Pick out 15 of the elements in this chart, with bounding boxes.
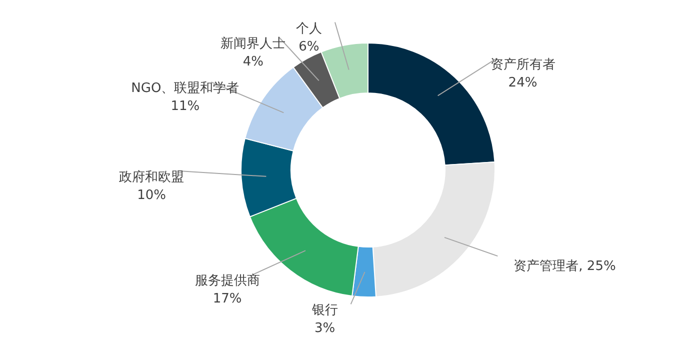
- slice-label: 银行: [310, 303, 338, 318]
- data-label: 10%: [137, 188, 166, 203]
- data-label: 4%: [242, 54, 264, 70]
- data-label: 6%: [298, 39, 320, 54]
- data-label: 3%: [314, 321, 336, 336]
- slice-label: 个人: [296, 21, 322, 36]
- slice-label: 资产所有者: [490, 57, 556, 72]
- slice-label: 政府和欧盟: [119, 168, 184, 185]
- slice-label: NGO、联盟和学者: [131, 81, 240, 96]
- slice-label: 服务提供商: [194, 273, 260, 288]
- data-label: 17%: [212, 291, 242, 306]
- slice-label: 新闻界人士: [220, 36, 286, 52]
- data-label: 24%: [508, 75, 538, 90]
- data-label: 11%: [170, 99, 200, 114]
- slice-label: 资产管理者, 25%: [514, 259, 616, 274]
